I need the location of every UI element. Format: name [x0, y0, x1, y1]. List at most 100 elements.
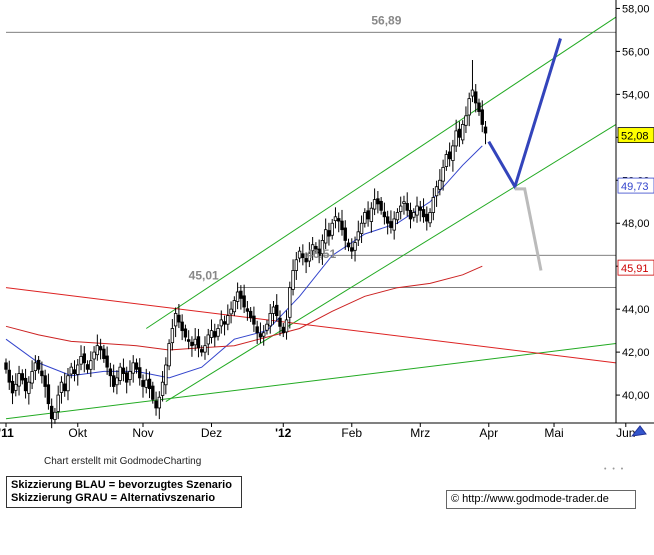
candle-body: [333, 216, 338, 222]
candle-body: [382, 211, 387, 218]
candle-body: [193, 338, 197, 346]
candle-body: [359, 222, 364, 234]
chart-credit: Chart erstellt mit GodmodeCharting: [44, 456, 202, 467]
candle-body: [66, 375, 70, 392]
candle-body: [252, 315, 256, 325]
candle-body: [278, 317, 282, 327]
candle-body: [196, 336, 201, 349]
candle-body: [186, 339, 191, 342]
candle-body: [206, 334, 210, 345]
candle-body: [232, 300, 237, 313]
candle-body: [392, 218, 396, 231]
price-badge: [617, 127, 654, 144]
candle-body: [219, 319, 223, 327]
candle-body: [170, 328, 175, 344]
candle-body: [134, 362, 139, 370]
candle-body: [160, 381, 165, 396]
candle-body: [203, 345, 207, 353]
candle-body: [447, 151, 452, 160]
chart-background: [6, 2, 616, 423]
candle-body: [480, 109, 484, 125]
candle-body: [474, 91, 478, 104]
candle-body: [399, 205, 403, 213]
candle-body: [63, 383, 67, 392]
candle-body: [14, 383, 18, 391]
candle-body: [141, 380, 145, 387]
scenario-grau: [514, 187, 543, 271]
candle-body: [395, 212, 400, 221]
candle-body: [209, 330, 214, 338]
y-tick-label: 40,00: [622, 390, 650, 402]
candle-body: [118, 366, 122, 381]
candle-body: [412, 212, 416, 218]
y-tick-label: 44,00: [622, 304, 650, 316]
candle-body: [415, 205, 419, 216]
candle-body: [310, 244, 315, 252]
candle-body: [89, 360, 93, 370]
price-badge: [617, 177, 654, 194]
x-tick-label: Dez: [201, 426, 222, 440]
scenario-legend: Skizzierung BLAU = bevorzugtes Szenario …: [6, 476, 242, 508]
candle-body: [258, 333, 263, 338]
trendlines: [5, 16, 617, 420]
candle-body: [376, 198, 380, 205]
candle-body: [467, 98, 471, 116]
candle-body: [434, 186, 439, 197]
candle-body: [460, 124, 465, 141]
candle-body: [40, 370, 44, 377]
candle-body: [7, 369, 11, 383]
candle-body: [441, 166, 445, 182]
candle-body: [105, 355, 109, 368]
candle-body: [454, 130, 458, 147]
source-link[interactable]: © http://www.godmode-trader.de: [446, 490, 636, 509]
candle-body: [36, 359, 41, 370]
y-tick-label: 56,00: [622, 46, 650, 58]
candle-body: [438, 179, 442, 190]
candle-body: [98, 346, 103, 351]
x-tick-label: Apr: [479, 426, 498, 440]
candle-body: [33, 362, 38, 371]
candle-body: [43, 375, 47, 387]
candle-body: [216, 328, 220, 337]
candle-body: [147, 378, 152, 390]
candle-body: [271, 306, 276, 314]
candle-body: [131, 362, 135, 374]
x-tick-label: '11: [0, 426, 14, 440]
candle-body: [190, 341, 194, 347]
candle-body: [124, 372, 129, 383]
candle-body: [288, 287, 292, 318]
candle-body: [157, 396, 162, 409]
candle-body: [294, 259, 299, 271]
x-tick-label: Okt: [68, 426, 87, 440]
candle-body: [317, 248, 321, 256]
candle-body: [27, 381, 31, 394]
x-tick-label: Mrz: [410, 426, 430, 440]
price-badge-label: 45,91: [621, 263, 649, 275]
level-labels: 56,89 46,51 45,01 52,08 49,73 45,91: [189, 13, 654, 282]
trendline-2: [145, 16, 617, 329]
candle-body: [222, 321, 227, 325]
candle-body: [379, 200, 383, 211]
candle-body: [464, 115, 468, 126]
candle-body: [284, 319, 289, 333]
candle-body: [369, 207, 374, 222]
candle-body: [30, 371, 34, 384]
x-tick-label: Jun: [616, 426, 635, 440]
trendline-0: [5, 343, 617, 420]
price-badge-label: 49,73: [621, 181, 649, 193]
candle-body: [275, 304, 279, 317]
x-tick-label: Mai: [544, 426, 563, 440]
x-tick-label: Nov: [132, 426, 153, 440]
candle-body: [457, 128, 462, 138]
horizontal-levels: [6, 31, 616, 288]
candle-body: [470, 89, 475, 97]
candle-body: [245, 308, 250, 312]
candle-body: [337, 218, 341, 222]
candle-body: [173, 313, 178, 327]
candle-body: [314, 246, 318, 250]
candle-body: [69, 366, 73, 375]
candle-body: [115, 377, 119, 386]
candle-body: [343, 227, 347, 241]
candle-body: [477, 102, 481, 112]
candle-body: [327, 230, 331, 237]
